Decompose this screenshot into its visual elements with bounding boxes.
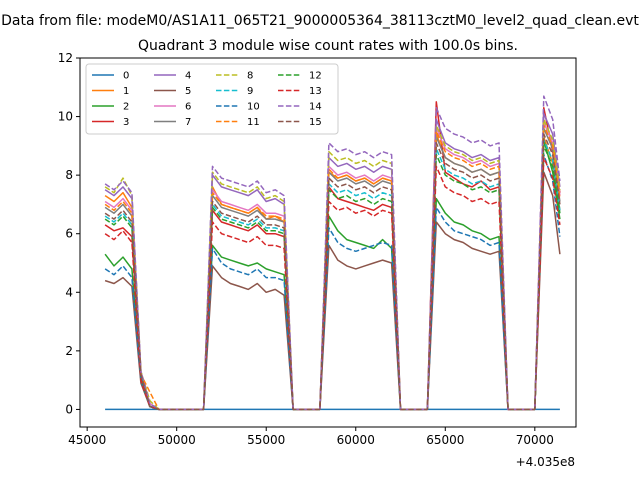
legend-label: 5	[185, 86, 191, 97]
legend-label: 6	[185, 102, 191, 113]
x-tick-label: 60000	[337, 433, 375, 447]
y-axis: 0 2 4 6 8 10 12	[58, 51, 80, 416]
legend-label: 3	[123, 117, 129, 128]
x-tick-label: 65000	[426, 433, 464, 447]
legend-label: 7	[185, 117, 191, 128]
series-line-15	[104, 133, 561, 411]
x-offset-label: +4.035e8	[516, 455, 575, 469]
legend-label: 2	[123, 102, 129, 113]
series-line-13	[104, 156, 561, 411]
legend-label: 15	[309, 117, 322, 128]
y-tick-label: 2	[65, 344, 73, 358]
legend-label: 14	[309, 102, 322, 113]
series-line-14	[104, 95, 561, 411]
legend-label: 12	[309, 71, 322, 82]
axes-frame	[79, 57, 577, 428]
x-tick-label: 45000	[68, 433, 106, 447]
y-tick-label: 12	[58, 51, 73, 65]
legend-label: 1	[123, 86, 129, 97]
legend-label: 4	[185, 71, 191, 82]
legend-label: 9	[247, 86, 253, 97]
x-axis: 45000 50000 55000 60000 65000 70000	[68, 427, 554, 447]
legend-label: 0	[123, 71, 129, 82]
legend-label: 8	[247, 71, 253, 82]
series-layer	[104, 95, 561, 411]
y-tick-label: 4	[65, 285, 73, 299]
y-tick-label: 8	[65, 168, 73, 182]
x-tick-label: 70000	[516, 433, 554, 447]
legend-label: 13	[309, 86, 322, 97]
legend-label: 10	[247, 102, 260, 113]
legend-box	[85, 63, 339, 135]
x-tick-label: 50000	[158, 433, 196, 447]
y-tick-label: 6	[65, 227, 73, 241]
legend-label: 11	[247, 117, 260, 128]
x-tick-label: 55000	[247, 433, 285, 447]
figure-suptitle: Data from file: modeM0/AS1A11_065T21_900…	[1, 13, 639, 29]
y-tick-label: 10	[58, 110, 73, 124]
chart-title: Quadrant 3 module wise count rates with …	[138, 38, 518, 54]
y-tick-label: 0	[65, 402, 73, 416]
